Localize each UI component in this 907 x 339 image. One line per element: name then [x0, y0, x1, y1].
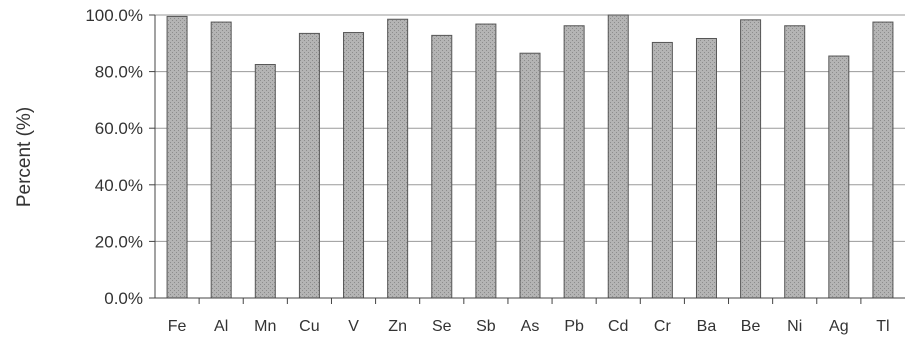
x-category-label: Be — [741, 318, 761, 335]
x-category-label: Ni — [787, 318, 802, 335]
bar-v — [343, 32, 365, 299]
x-category-label: Mn — [254, 318, 276, 335]
bar-se — [431, 34, 453, 299]
x-category-label: V — [348, 318, 359, 335]
x-category-label: As — [521, 318, 540, 335]
x-category-label: Zn — [388, 318, 407, 335]
bar-pb — [563, 25, 585, 299]
bar-ag — [828, 55, 850, 299]
bar-zn — [387, 18, 409, 299]
bar-sb — [475, 23, 497, 299]
y-tick-label: 0.0% — [104, 289, 143, 308]
axes — [149, 14, 905, 304]
y-tick-label: 100.0% — [85, 6, 143, 25]
bar-cd — [607, 14, 629, 299]
x-category-label: Al — [214, 318, 228, 335]
y-tick-label: 80.0% — [95, 63, 143, 82]
bar-cu — [298, 32, 320, 299]
x-category-label: Ba — [697, 318, 717, 335]
x-category-label: Pb — [564, 318, 584, 335]
x-category-label: Cr — [654, 318, 672, 335]
bar-fe — [166, 15, 188, 299]
x-category-labels: Fe Al Mn Cu V Zn Se Sb As Pb Cd Cr Ba Be Ni Ag Tl — [168, 318, 890, 335]
x-category-label: Fe — [168, 318, 187, 335]
bar-cr — [651, 41, 673, 299]
bar-tl — [872, 21, 894, 299]
bars — [166, 14, 894, 299]
x-category-label: Se — [432, 318, 452, 335]
x-category-label: Cd — [608, 318, 628, 335]
bar-as — [519, 52, 541, 299]
bar-ni — [784, 25, 806, 299]
y-tick-label: 60.0% — [95, 119, 143, 138]
bar-ba — [695, 37, 717, 299]
y-tick-label: 40.0% — [95, 176, 143, 195]
bar-mn — [254, 64, 276, 299]
y-axis-title: Percent (%) — [14, 107, 35, 207]
x-category-label: Sb — [476, 318, 496, 335]
y-tick-labels: 0.0% 20.0% 40.0% 60.0% 80.0% 100.0% — [85, 6, 143, 308]
bar-be — [740, 19, 762, 299]
y-tick-label: 20.0% — [95, 232, 143, 251]
x-category-label: Ag — [829, 318, 849, 335]
bar-al — [210, 21, 232, 299]
x-category-label: Tl — [876, 318, 889, 335]
x-category-label: Cu — [299, 318, 319, 335]
